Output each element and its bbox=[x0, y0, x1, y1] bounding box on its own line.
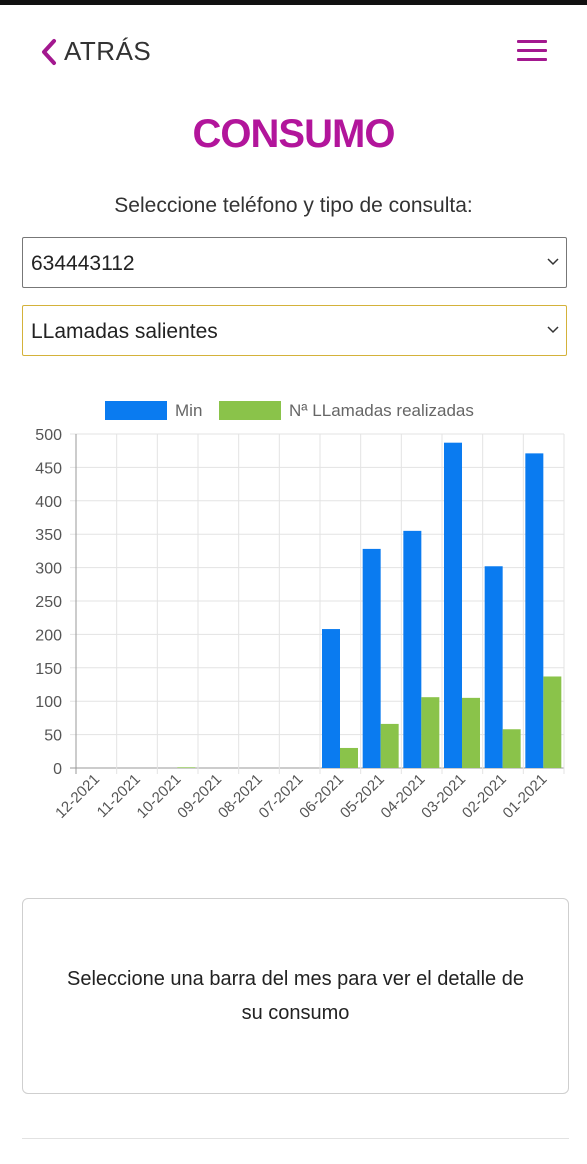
y-tick-label: 250 bbox=[35, 594, 62, 611]
y-tick-label: 50 bbox=[44, 728, 62, 745]
detail-box: Seleccione una barra del mes para ver el… bbox=[22, 898, 569, 1094]
phone-select[interactable]: 634443112 bbox=[22, 237, 567, 288]
bar-min-05-2021[interactable] bbox=[362, 548, 381, 768]
y-tick-label: 450 bbox=[35, 460, 62, 477]
legend-label-calls[interactable]: Nª LLamadas realizadas bbox=[289, 401, 474, 420]
y-tick-label: 300 bbox=[35, 561, 62, 578]
x-tick-label: 02-2021 bbox=[459, 771, 510, 822]
bar-calls-01-2021[interactable] bbox=[543, 676, 562, 768]
consumption-chart: 0 50 100 150 200 250 300 350 400 450 500 12-2021 11-… bbox=[0, 392, 587, 852]
query-type-select[interactable]: LLamadas salientes bbox=[22, 305, 567, 356]
legend-swatch-calls[interactable] bbox=[219, 401, 281, 420]
status-bar-edge bbox=[0, 0, 587, 5]
x-tick-label: 10-2021 bbox=[134, 771, 185, 822]
bar-calls-02-2021[interactable] bbox=[502, 729, 521, 768]
bar-calls-05-2021[interactable] bbox=[380, 723, 399, 768]
bar-min-06-2021[interactable] bbox=[322, 629, 340, 768]
phone-select-value: 634443112 bbox=[31, 252, 135, 275]
y-tick-label: 0 bbox=[53, 761, 62, 778]
back-label: ATRÁS bbox=[64, 36, 152, 66]
bar-chart: 05010015020025030035040045050012-202111-… bbox=[35, 401, 565, 822]
x-tick-label: 03-2021 bbox=[418, 771, 469, 822]
chevron-left-icon bbox=[42, 38, 56, 65]
y-tick-label: 350 bbox=[35, 527, 62, 544]
y-tick-label: 150 bbox=[35, 661, 62, 678]
hamburger-menu-icon[interactable] bbox=[517, 40, 547, 64]
detail-text: Seleccione una barra del mes para ver el… bbox=[67, 968, 524, 1024]
x-tick-label: 05-2021 bbox=[337, 771, 388, 822]
bar-min-03-2021[interactable] bbox=[444, 442, 462, 768]
x-tick-label: 12-2021 bbox=[52, 771, 103, 822]
x-tick-label: 01-2021 bbox=[500, 771, 551, 822]
y-tick-label: 500 bbox=[35, 427, 62, 444]
chevron-down-icon bbox=[547, 326, 559, 334]
x-tick-label: 06-2021 bbox=[296, 771, 347, 822]
bar-calls-03-2021[interactable] bbox=[462, 697, 480, 768]
y-tick-label: 200 bbox=[35, 627, 62, 644]
x-tick-label: 08-2021 bbox=[215, 771, 266, 822]
x-tick-label: 07-2021 bbox=[256, 771, 307, 822]
y-tick-label: 400 bbox=[35, 494, 62, 511]
bar-calls-04-2021[interactable] bbox=[421, 697, 440, 768]
y-tick-label: 100 bbox=[35, 694, 62, 711]
bar-min-02-2021[interactable] bbox=[484, 566, 503, 768]
header: ATRÁS bbox=[0, 30, 587, 76]
page-title: CONSUMO bbox=[192, 112, 396, 156]
chevron-down-icon bbox=[547, 258, 559, 266]
divider bbox=[22, 1138, 569, 1139]
x-tick-label: 09-2021 bbox=[174, 771, 225, 822]
bar-calls-06-2021[interactable] bbox=[340, 747, 358, 768]
bar-calls-10-2021[interactable] bbox=[177, 767, 196, 768]
legend-swatch-min[interactable] bbox=[105, 401, 167, 420]
bar-min-04-2021[interactable] bbox=[403, 530, 422, 768]
legend-label-min[interactable]: Min bbox=[175, 401, 202, 420]
query-type-select-value: LLamadas salientes bbox=[31, 320, 218, 343]
page-subtitle: Seleccione teléfono y tipo de consulta: bbox=[114, 194, 473, 217]
back-button[interactable]: ATRÁS bbox=[38, 36, 151, 67]
bar-min-01-2021[interactable] bbox=[525, 453, 544, 768]
x-tick-label: 04-2021 bbox=[378, 771, 429, 822]
